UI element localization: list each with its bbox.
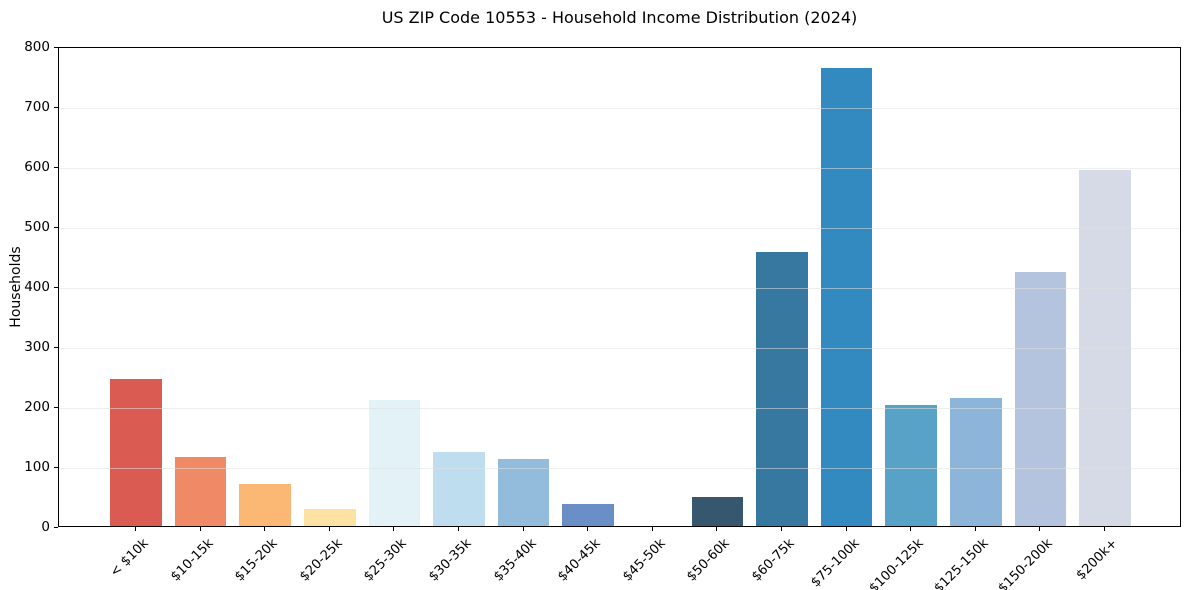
y-tick-mark xyxy=(54,167,58,168)
y-tick-label: 600 xyxy=(24,159,50,175)
bar-11 xyxy=(820,68,873,526)
x-tick-mark xyxy=(716,527,718,531)
y-tick-mark xyxy=(54,47,58,48)
x-tick-mark xyxy=(974,527,976,531)
y-tick-label: 0 xyxy=(41,519,50,535)
bar-2 xyxy=(239,484,291,526)
bar-14 xyxy=(1014,271,1067,526)
bar-10 xyxy=(756,252,808,526)
x-tick-mark xyxy=(845,527,847,531)
y-tick-label: 700 xyxy=(24,99,50,115)
bar-3 xyxy=(303,509,356,526)
bar-6 xyxy=(497,458,550,526)
x-tick-label: < $10k xyxy=(107,536,152,581)
x-tick-mark xyxy=(264,527,266,531)
x-tick-mark xyxy=(781,527,783,531)
y-tick-mark xyxy=(54,407,58,408)
x-tick-mark xyxy=(587,527,589,531)
x-tick-mark xyxy=(651,527,653,531)
y-tick-mark xyxy=(54,287,58,288)
bar-15 xyxy=(1079,169,1131,526)
y-tick-label: 800 xyxy=(24,39,50,55)
y-tick-label: 100 xyxy=(24,459,50,475)
y-tick-label: 200 xyxy=(24,399,50,415)
gridline xyxy=(59,228,1180,229)
x-tick-mark xyxy=(1039,527,1041,531)
gridline xyxy=(59,468,1180,469)
plot-area xyxy=(58,47,1181,527)
x-tick-mark xyxy=(393,527,395,531)
x-tick-mark xyxy=(522,527,524,531)
bar-7 xyxy=(562,503,615,526)
x-tick-mark xyxy=(328,527,330,531)
bar-9 xyxy=(691,496,744,526)
bar-4 xyxy=(368,400,421,526)
y-tick-label: 300 xyxy=(24,339,50,355)
bar-13 xyxy=(950,398,1002,526)
y-tick-mark xyxy=(54,467,58,468)
bar-5 xyxy=(433,452,485,526)
x-tick-mark xyxy=(910,527,912,531)
gridline xyxy=(59,408,1180,409)
gridline xyxy=(59,348,1180,349)
gridline xyxy=(59,168,1180,169)
chart-title: US ZIP Code 10553 - Household Income Dis… xyxy=(381,8,858,27)
gridline xyxy=(59,108,1180,109)
gridline xyxy=(59,288,1180,289)
y-tick-mark xyxy=(54,107,58,108)
x-tick-mark xyxy=(134,527,136,531)
x-tick-mark xyxy=(1104,527,1106,531)
y-tick-mark xyxy=(54,227,58,228)
x-tick-mark xyxy=(457,527,459,531)
bar-12 xyxy=(885,404,938,526)
y-tick-mark xyxy=(54,527,58,528)
bar-0 xyxy=(110,379,162,526)
y-tick-mark xyxy=(54,347,58,348)
y-tick-label: 500 xyxy=(24,219,50,235)
x-tick-mark xyxy=(199,527,201,531)
y-tick-label: 400 xyxy=(24,279,50,295)
